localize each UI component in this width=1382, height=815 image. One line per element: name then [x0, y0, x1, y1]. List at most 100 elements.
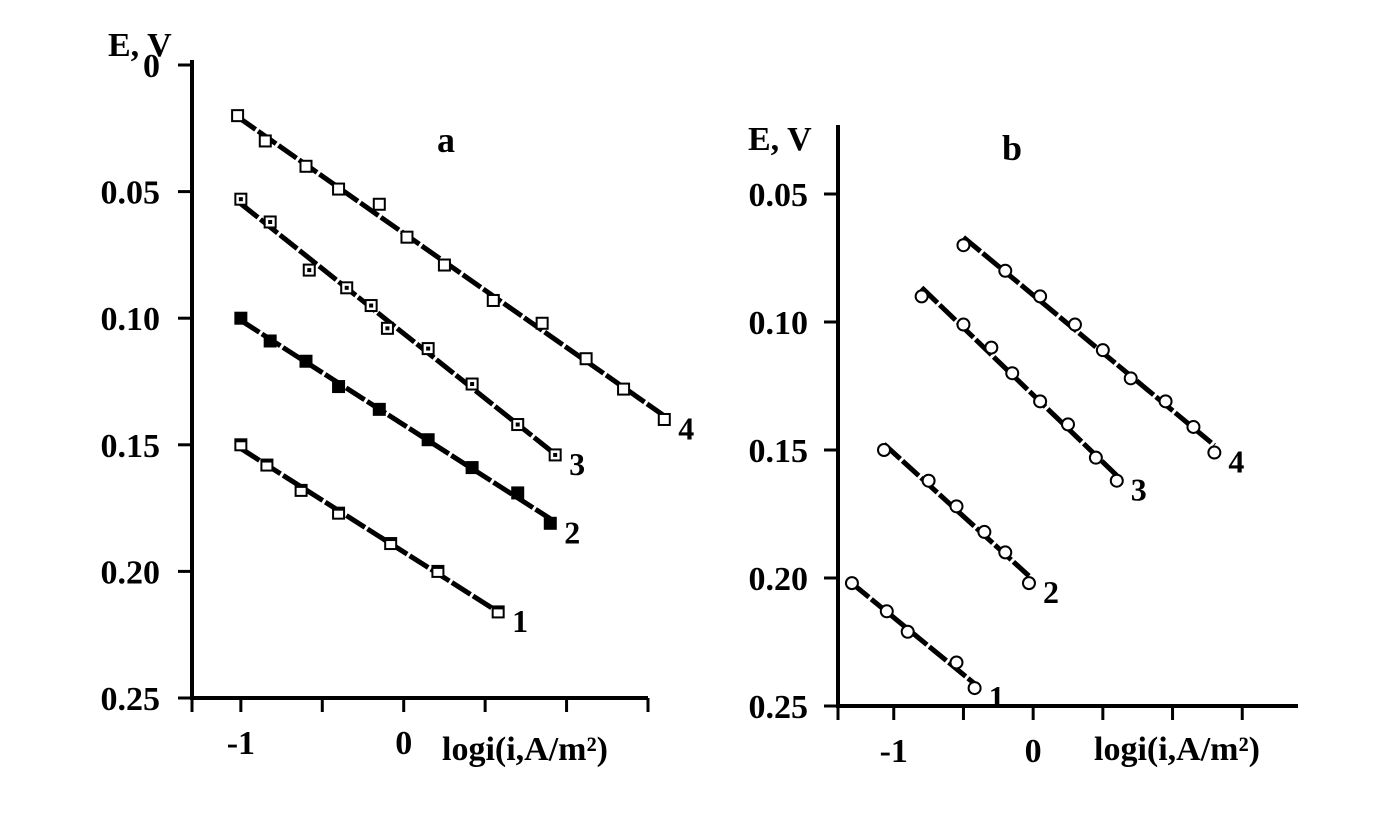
- data-point: [372, 402, 386, 416]
- data-point: [1021, 576, 1036, 591]
- y-tick-label: 0: [143, 48, 160, 85]
- data-point: [491, 605, 505, 619]
- data-point: [332, 182, 346, 196]
- data-point: [1033, 394, 1048, 409]
- data-point: [260, 458, 274, 472]
- data-point: [977, 524, 992, 539]
- data-point: [421, 342, 435, 356]
- data-point: [299, 159, 313, 173]
- data-point: [900, 624, 915, 639]
- y-tick-label: 0.25: [749, 689, 809, 726]
- data-point: [1067, 317, 1082, 332]
- data-point: [1207, 445, 1222, 460]
- data-point: [234, 311, 248, 325]
- y-tick-label: 0.25: [101, 681, 161, 718]
- x-axis-title: logi(i,A/m²): [1094, 731, 1260, 768]
- y-axis-title: E, V: [108, 27, 172, 64]
- data-point: [234, 438, 248, 452]
- series-1-label: 1: [989, 679, 1005, 715]
- series-3: 3: [914, 285, 1147, 508]
- panel-b: 0.05 0.10 0.15 0.20 0.25 -1 0 E, V logi(i,A/m²) b…: [748, 121, 1298, 770]
- data-point: [1088, 450, 1103, 465]
- data-point: [984, 340, 999, 355]
- series-3: 3: [234, 192, 585, 482]
- data-point: [657, 412, 671, 426]
- data-point: [1033, 289, 1048, 304]
- data-point: [844, 576, 859, 591]
- panel-label: a: [437, 120, 455, 160]
- data-point: [511, 486, 525, 500]
- data-point: [511, 418, 525, 432]
- data-point: [877, 443, 891, 457]
- data-point: [263, 334, 277, 348]
- data-point: [234, 192, 248, 206]
- data-point: [956, 238, 971, 253]
- series-3-label: 3: [569, 446, 585, 482]
- data-point: [332, 380, 346, 394]
- data-point: [486, 293, 500, 307]
- panel-label: b: [1002, 128, 1022, 168]
- series-2-fit-line: [239, 318, 552, 521]
- data-point: [364, 299, 378, 313]
- data-point: [1061, 417, 1075, 432]
- data-point: [998, 263, 1013, 278]
- data-point: [431, 564, 445, 578]
- y-tick-label: 0.15: [749, 433, 809, 470]
- data-point: [1123, 371, 1138, 386]
- series-1: 1: [234, 438, 528, 639]
- data-point: [535, 316, 549, 330]
- data-point: [914, 289, 929, 304]
- data-point: [340, 281, 354, 295]
- data-point: [302, 263, 316, 277]
- x-tick-label: 0: [1025, 733, 1042, 770]
- data-point: [1095, 343, 1110, 358]
- series-4-label: 4: [1228, 444, 1244, 480]
- x-tick-label: -1: [880, 733, 908, 770]
- data-point: [921, 473, 936, 488]
- data-point: [384, 537, 398, 551]
- data-point: [579, 352, 593, 366]
- y-tick-label: 0.05: [749, 177, 809, 214]
- series-1: 1: [844, 576, 1005, 715]
- data-point: [258, 134, 272, 148]
- data-point: [1158, 394, 1173, 409]
- data-point: [998, 545, 1013, 560]
- x-tick-label: -1: [227, 725, 255, 762]
- series-2: 2: [877, 442, 1059, 610]
- y-tick-label: 0.10: [749, 305, 809, 342]
- series-2-label: 2: [564, 514, 580, 550]
- x-tick-label: 0: [395, 725, 412, 762]
- data-point: [1186, 419, 1201, 434]
- series-3-fit-line: [919, 285, 1119, 478]
- data-point: [1005, 366, 1020, 381]
- data-point: [380, 321, 394, 335]
- data-point: [879, 604, 894, 619]
- data-point: [421, 433, 435, 447]
- data-point: [437, 258, 451, 272]
- data-point: [956, 317, 971, 332]
- y-axis-title: E, V: [748, 121, 812, 158]
- data-point: [294, 483, 308, 497]
- y-tick-label: 0.10: [101, 301, 161, 338]
- data-point: [332, 506, 346, 520]
- x-axis-title: logi(i,A/m²): [442, 731, 608, 768]
- panel-a: 00.050.100.150.200.25-1 0E, Vlogi(i,A/m²)…: [101, 27, 695, 768]
- data-point: [372, 197, 386, 211]
- y-tick-label: 0.20: [101, 554, 161, 591]
- series-4: 4: [956, 235, 1244, 480]
- series-2: 2: [234, 311, 580, 550]
- data-point: [231, 109, 245, 123]
- series-4-label: 4: [678, 410, 694, 446]
- series-3-label: 3: [1131, 472, 1147, 508]
- data-point: [949, 499, 964, 514]
- data-point: [548, 448, 562, 462]
- data-point: [263, 215, 277, 229]
- series-3-fit-line: [239, 201, 557, 457]
- data-point: [400, 230, 414, 244]
- y-tick-label: 0.15: [101, 428, 161, 465]
- data-point: [543, 516, 557, 530]
- data-point: [465, 377, 479, 391]
- y-tick-label: 0.20: [749, 561, 809, 598]
- series-4: 4: [231, 109, 694, 446]
